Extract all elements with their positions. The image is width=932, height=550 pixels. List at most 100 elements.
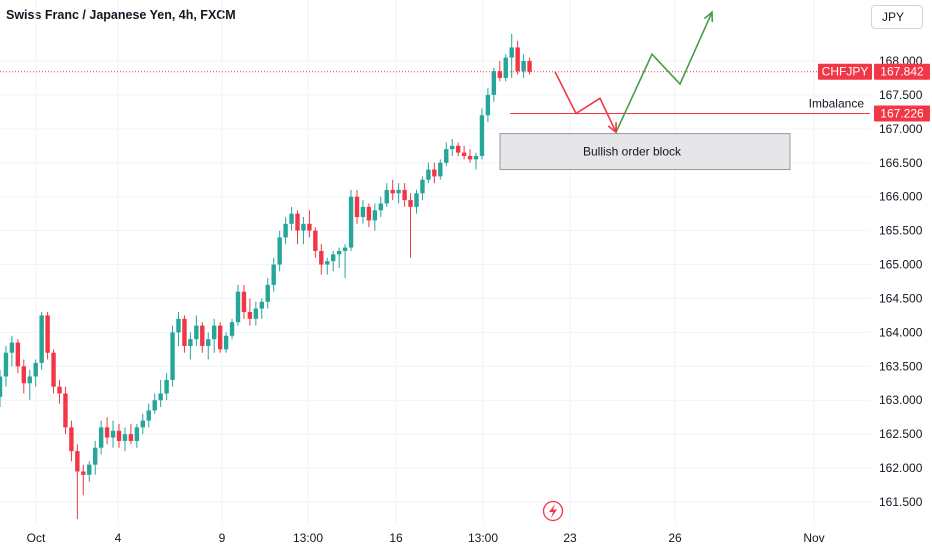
candle-body (313, 230, 318, 251)
candle-body (473, 155, 479, 160)
candle-body (235, 291, 241, 323)
price-tag-symbol: CHFJPY (822, 65, 869, 79)
imbalance-tag: 167.226 (874, 105, 930, 122)
candle-body (295, 213, 300, 231)
x-tick-label: 4 (115, 531, 122, 545)
candle-body (402, 189, 407, 201)
candle-body (491, 71, 497, 95)
currency-button[interactable]: JPY (871, 5, 923, 29)
candle-body (450, 145, 455, 150)
candle-body (87, 464, 92, 475)
candle-body (134, 427, 140, 441)
bullish-projection-path[interactable] (615, 11, 713, 133)
y-tick-label: 166.500 (879, 156, 923, 170)
y-tick-label: 167.000 (879, 122, 923, 136)
y-tick-label: 163.000 (879, 393, 923, 407)
candle-body (247, 312, 253, 319)
candle-body (485, 94, 491, 116)
candle-body (527, 61, 532, 72)
candle-body (140, 420, 145, 428)
imbalance-tag-bg (874, 105, 930, 122)
candle-body (229, 322, 235, 336)
candle-body (384, 189, 389, 204)
candle-body (176, 318, 181, 333)
candle-body (408, 200, 413, 207)
candle-body (396, 189, 401, 194)
y-axis: 161.500 162.000 162.500 163.000 163.500 164.0… (879, 54, 923, 509)
candle-body (336, 250, 342, 255)
price-tag-value-bg (874, 63, 930, 80)
price-tag-symbol-bg (818, 63, 872, 80)
candle-body (390, 189, 395, 194)
candle-body (217, 325, 223, 350)
x-tick-label: 23 (563, 531, 577, 545)
projection-arrows (607, 10, 714, 134)
candle-body (3, 352, 9, 377)
candle-body (116, 430, 122, 441)
candle-body (325, 261, 330, 265)
candle-body (9, 342, 15, 353)
candle-body (158, 393, 163, 401)
candle-body (182, 318, 187, 346)
lightning-icon[interactable] (542, 500, 564, 522)
candle-body (75, 451, 80, 472)
candle-body (146, 410, 151, 421)
candle-body (259, 301, 264, 309)
grid (0, 0, 870, 524)
y-tick-label: 161.500 (879, 495, 923, 509)
candle-body (21, 366, 26, 384)
candles (0, 33, 532, 519)
arrow-head (607, 122, 617, 134)
candle-body (372, 210, 378, 221)
candle-body (319, 250, 324, 265)
candle-body (455, 145, 461, 153)
imbalance-tag-value: 167.226 (880, 107, 924, 121)
candle-body (307, 223, 312, 231)
candle-body (354, 196, 360, 218)
x-tick-label: Nov (803, 531, 824, 545)
bearish-projection-path[interactable] (554, 71, 617, 133)
candle-body (51, 352, 56, 387)
y-tick-label: 162.000 (879, 461, 923, 475)
candle-body (200, 325, 205, 346)
candle-body (426, 169, 431, 180)
candle-body (93, 447, 98, 465)
x-tick-label: 13:00 (468, 531, 498, 545)
candle-body (342, 247, 348, 251)
y-tick-label: 165.500 (879, 224, 923, 238)
y-tick-label: 162.500 (879, 427, 923, 441)
candle-body (509, 47, 514, 58)
candle-body (461, 152, 467, 156)
arrow-head (703, 10, 714, 23)
y-tick-label: 164.000 (879, 325, 923, 339)
imbalance-label: Imbalance (809, 97, 865, 111)
y-tick-label: 163.500 (879, 359, 923, 373)
candle-body (432, 169, 437, 177)
order-block-label: Bullish order block (583, 145, 682, 159)
x-axis: Oct 4 9 13:00 16 13:00 23 26 Nov (27, 531, 825, 545)
candle-body (212, 325, 217, 340)
candle-body (420, 179, 425, 194)
candle-body (81, 471, 86, 475)
candle-body (152, 400, 157, 411)
candle-body (271, 264, 276, 285)
candle-body (110, 430, 116, 438)
candle-body (39, 315, 44, 363)
candle-body (503, 57, 508, 78)
x-tick-label: 13:00 (293, 531, 323, 545)
candle-body (497, 71, 502, 78)
candle-body (27, 376, 32, 384)
candle-body (0, 376, 3, 397)
chart-title: Swiss Franc / Japanese Yen, 4h, FXCM (6, 8, 236, 22)
candle-body (414, 193, 419, 207)
candle-body (164, 379, 169, 394)
candle-body (253, 308, 259, 319)
candle-body (348, 196, 354, 248)
bullish-order-block[interactable] (499, 133, 791, 171)
candle-body (128, 434, 134, 441)
candle-body (444, 149, 449, 163)
candle-body (479, 115, 485, 156)
price-tag-value: 167.842 (880, 65, 924, 79)
candle-body (69, 427, 74, 452)
